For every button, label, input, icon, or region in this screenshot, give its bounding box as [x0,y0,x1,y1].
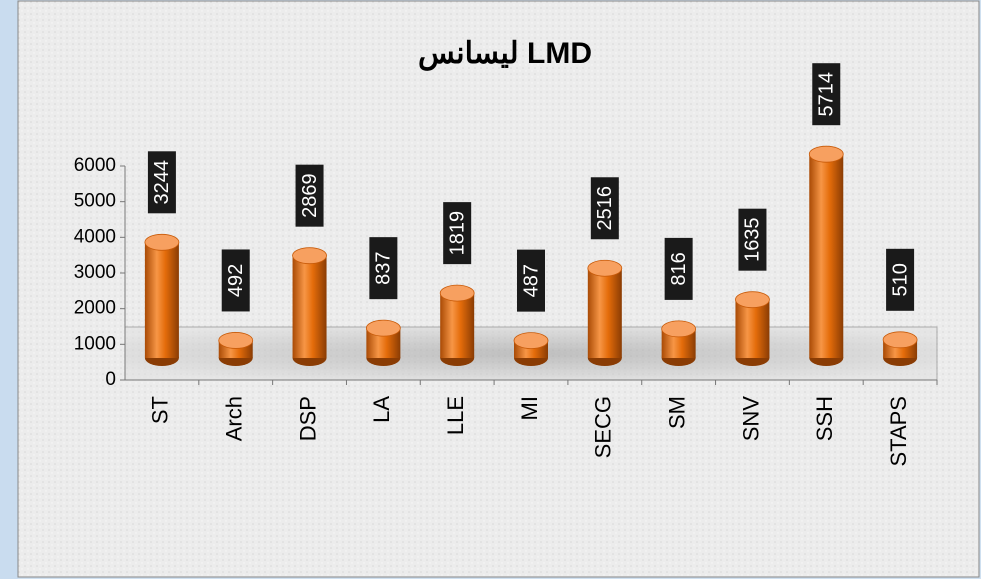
data-label-box [369,237,398,300]
bar [218,332,254,366]
data-label: 2516 [590,177,619,240]
data-label-text: 1635 [742,217,764,262]
data-label-box [443,202,472,265]
x-tick-label: SSH [812,396,837,441]
y-tick-label: 1000 [74,333,116,354]
x-tick-label: LLE [443,396,468,435]
bar [292,247,327,366]
data-label: 510 [886,248,915,311]
y-tick-label: 2000 [74,298,116,319]
data-label-text: 5714 [816,72,838,117]
bar [587,259,623,366]
left-strip [0,0,18,579]
bar-body [587,268,622,358]
data-label-box [886,248,915,311]
data-label: 837 [369,237,398,300]
data-label-box [221,249,250,312]
x-tick-label: LA [369,396,394,423]
data-label-text: 492 [225,264,247,297]
bar-top [292,247,327,265]
data-label-box [812,63,841,126]
data-label-text: 487 [520,264,542,297]
bar-top [808,145,844,163]
data-label-box [738,208,767,271]
data-label-text: 837 [373,251,395,284]
data-label: 3244 [147,151,176,214]
x-tick-label: STAPS [886,396,911,467]
data-label-box [295,164,324,227]
bar-top [365,319,401,337]
data-label-box [517,249,545,312]
x-tick-label: Arch [222,396,247,441]
bar-body [144,242,179,358]
data-label-text: 2516 [594,186,616,231]
y-tick-label: 0 [105,369,116,390]
bar [882,331,918,366]
x-tick-label: SM [664,396,689,429]
data-label-box [147,151,176,214]
bar-body [292,255,327,358]
data-label: 492 [221,249,250,312]
data-label-box [664,237,693,300]
bar-top [218,332,254,349]
bar-top [882,331,918,349]
data-label-text: 816 [668,252,690,285]
x-tick-label: DSP [295,396,320,441]
data-label-text: 510 [889,263,911,296]
bar-body [809,154,844,358]
data-label-text: 3244 [151,160,173,205]
bar-top [587,259,623,277]
bar [661,320,697,366]
bar-body [440,293,475,358]
x-tick-label: SNV [738,396,763,442]
data-label: 2869 [295,164,324,227]
bar-body [735,299,770,358]
bar [808,145,844,366]
data-label-text: 2869 [299,173,321,218]
data-label: 1819 [443,202,472,265]
data-label: 816 [664,237,693,300]
y-tick-label: 4000 [74,226,116,247]
data-label: 1635 [738,208,767,271]
bar-top [735,291,770,309]
bar-top [661,320,697,338]
chart-title: ليسانس LMD [418,37,592,71]
bar-top [513,332,549,350]
bar [365,319,401,366]
x-tick-label: MI [517,396,542,420]
bar-top [439,284,475,302]
y-tick-label: 6000 [74,155,116,176]
data-label: 5714 [812,63,841,126]
bar [735,291,770,366]
bar [439,284,475,366]
x-tick-label: ST [148,396,173,424]
y-tick-label: 5000 [74,191,116,212]
bar [513,332,549,366]
data-label-box [590,177,619,240]
data-label-text: 1819 [446,211,468,256]
data-label: 487 [517,249,545,312]
bar-top [144,233,180,251]
y-tick-label: 3000 [74,262,116,283]
x-tick-label: SECG [591,396,616,458]
bar [144,233,180,366]
